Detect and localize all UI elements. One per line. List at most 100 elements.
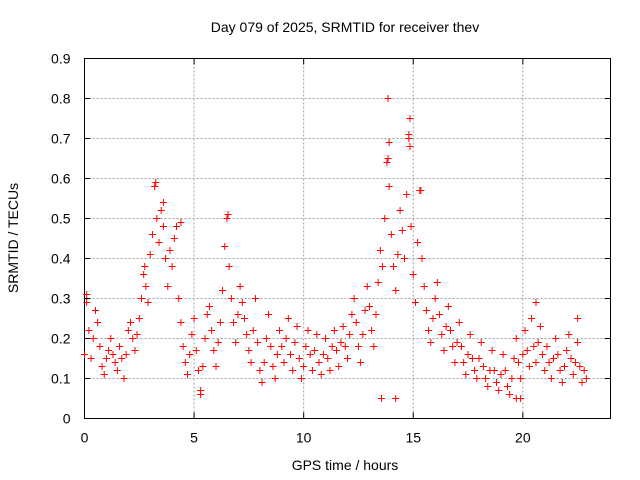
data-point (396, 207, 404, 214)
data-point (113, 367, 121, 374)
data-point (384, 155, 392, 162)
data-point (107, 335, 115, 342)
data-point (300, 363, 308, 370)
data-point (385, 139, 393, 146)
data-point (203, 311, 211, 318)
data-point (240, 315, 248, 322)
y-tick-label: 0.8 (51, 91, 71, 107)
data-point (137, 295, 145, 302)
data-point (578, 379, 586, 386)
data-point (523, 347, 531, 354)
data-point (225, 263, 233, 270)
x-tick-label: 10 (296, 430, 312, 446)
data-point (83, 291, 91, 298)
data-point (153, 215, 161, 222)
y-tick-label: 0.9 (51, 51, 71, 67)
data-point (567, 355, 575, 362)
data-point (512, 335, 520, 342)
data-point (420, 283, 428, 290)
data-point (471, 367, 479, 374)
data-point (205, 303, 213, 310)
data-point (521, 327, 529, 334)
data-point (543, 343, 551, 350)
data-point (230, 319, 238, 326)
data-point (541, 367, 549, 374)
data-point (348, 311, 356, 318)
data-point (177, 319, 185, 326)
data-point (293, 323, 301, 330)
data-point (273, 351, 281, 358)
data-point (414, 239, 422, 246)
data-point (89, 335, 97, 342)
data-point (466, 331, 474, 338)
data-point (238, 299, 246, 306)
data-point (372, 311, 380, 318)
data-point (212, 363, 220, 370)
data-point (157, 207, 165, 214)
y-tick-label: 0.2 (51, 331, 71, 347)
data-point (534, 339, 542, 346)
data-point (214, 339, 222, 346)
data-point (289, 367, 297, 374)
data-point (425, 327, 433, 334)
data-point (260, 359, 268, 366)
data-point (304, 327, 312, 334)
data-point (506, 391, 514, 398)
data-point (243, 331, 251, 338)
data-point (547, 375, 555, 382)
data-point (179, 343, 187, 350)
data-point (525, 363, 533, 370)
data-point (405, 131, 413, 138)
data-point (282, 335, 290, 342)
data-point (550, 355, 558, 362)
data-point (464, 351, 472, 358)
data-point (142, 283, 150, 290)
data-point (383, 159, 391, 166)
data-point (510, 355, 518, 362)
data-point (370, 343, 378, 350)
data-point (530, 343, 538, 350)
data-point (462, 371, 470, 378)
data-point (287, 351, 295, 358)
y-axis-label: SRMTID / TECUs (5, 183, 21, 293)
data-point (580, 367, 588, 374)
data-point (381, 215, 389, 222)
data-point (91, 307, 99, 314)
data-point (512, 395, 520, 402)
data-point (208, 327, 216, 334)
data-point (102, 355, 110, 362)
data-point (151, 183, 159, 190)
data-point (100, 371, 108, 378)
data-point (190, 315, 198, 322)
data-point (262, 335, 270, 342)
data-point (341, 343, 349, 350)
data-point (122, 351, 130, 358)
data-point (384, 95, 392, 102)
data-point (457, 343, 465, 350)
data-point (297, 375, 305, 382)
data-point (392, 287, 400, 294)
y-tick-label: 0.3 (51, 291, 71, 307)
data-point (558, 379, 566, 386)
data-point (468, 355, 476, 362)
data-point (315, 359, 323, 366)
data-point (444, 303, 452, 310)
data-point (177, 219, 185, 226)
data-point (155, 239, 163, 246)
data-point (394, 251, 402, 258)
y-tick-label: 0 (63, 411, 71, 427)
data-point (170, 235, 178, 242)
data-point (495, 387, 503, 394)
data-point (141, 263, 149, 270)
data-point (403, 191, 411, 198)
data-point (493, 379, 501, 386)
data-point (552, 335, 560, 342)
data-point (247, 359, 255, 366)
data-point (210, 347, 218, 354)
data-point (236, 283, 244, 290)
data-point (85, 327, 93, 334)
data-point (374, 279, 382, 286)
data-point (488, 347, 496, 354)
data-point (436, 311, 444, 318)
data-point (409, 271, 417, 278)
